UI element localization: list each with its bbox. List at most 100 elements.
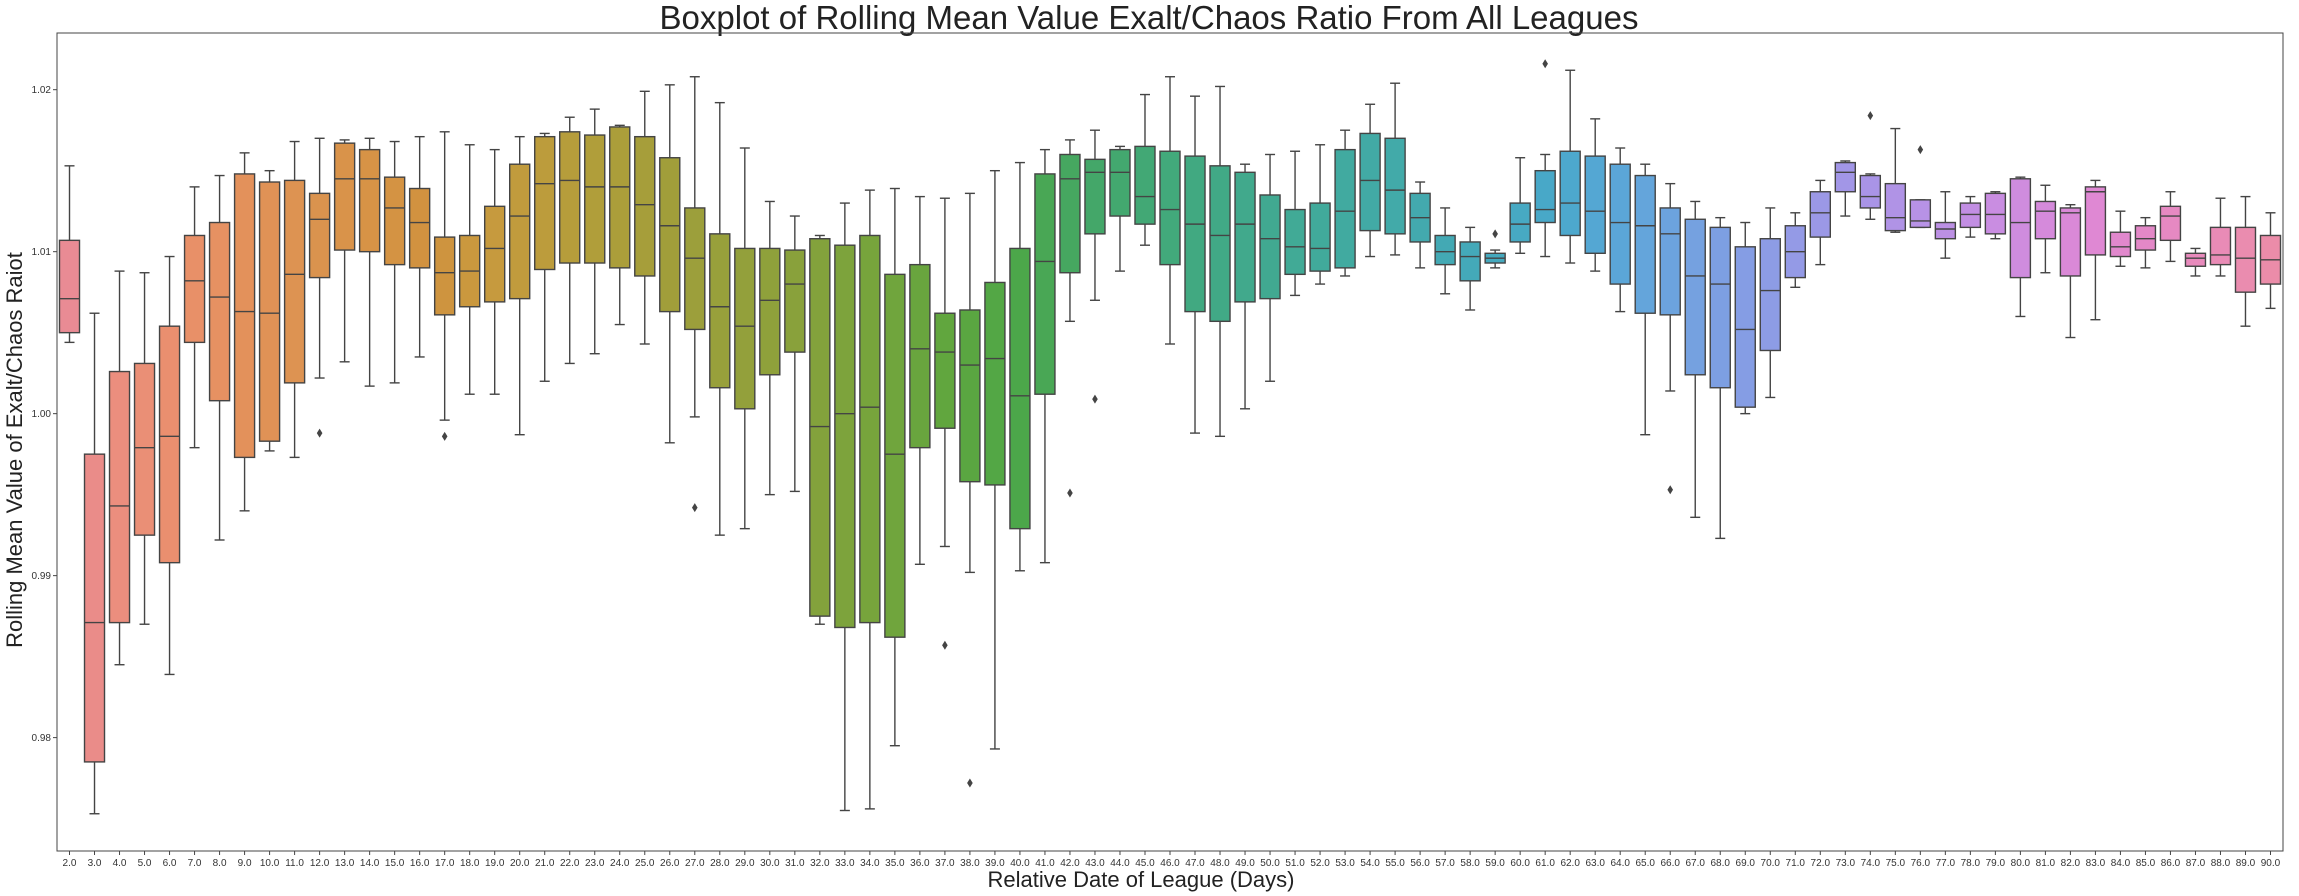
y-axis-label: Rolling Mean Value of Exalt/Chaos Raiot [2,252,27,648]
x-tick-label: 8.0 [213,858,227,869]
box-27.0 [684,76,706,418]
box-8.0 [208,174,231,541]
x-tick-label: 51.0 [1285,858,1305,869]
box-iqr [1584,155,1606,254]
box-58.0 [1459,226,1481,311]
box-32.0 [809,234,831,625]
box-88.0 [2209,197,2232,277]
box-iqr [1659,207,1681,316]
x-tick-label: 71.0 [1786,858,1806,869]
box-10.0 [258,169,281,452]
box-iqr [1909,199,1932,229]
box-iqr [659,157,681,313]
box-iqr [1059,153,1081,274]
box-90.0 [2259,212,2282,310]
outlier-point [1092,394,1098,404]
box-41.0 [1034,148,1056,564]
box-57.0 [1434,207,1456,295]
box-53.0 [1334,129,1356,277]
box-74.0 [1859,173,1882,220]
box-22.0 [559,116,581,365]
box-iqr [158,325,181,564]
box-iqr [133,362,156,536]
box-47.0 [1184,95,1206,434]
x-tick-label: 57.0 [1435,858,1455,869]
box-iqr [1959,202,1982,229]
x-tick-label: 35.0 [885,858,905,869]
outlier-point [1492,229,1498,239]
x-tick-label: 46.0 [1160,858,1180,869]
y-tick-label: 1.02 [32,85,52,96]
box-iqr [1634,174,1656,314]
box-75.0 [1884,127,1907,233]
x-tick-label: 82.0 [2061,858,2081,869]
box-iqr [609,126,631,269]
outlier-point [441,431,448,441]
chart-title: Boxplot of Rolling Mean Value Exalt/Chao… [660,0,1639,36]
x-tick-label: 17.0 [435,858,455,869]
box-iqr [358,148,381,253]
box-iqr [2234,226,2257,293]
box-6.0 [158,255,181,676]
box-iqr [734,247,756,410]
box-iqr [1184,155,1206,313]
box-60.0 [1509,157,1531,254]
box-iqr [1934,221,1957,240]
x-tick-label: 36.0 [910,858,930,869]
x-tick-label: 54.0 [1360,858,1380,869]
box-iqr [809,238,831,617]
box-iqr [2184,252,2207,267]
box-55.0 [1384,82,1406,256]
box-iqr [1034,173,1056,395]
box-iqr [2159,205,2182,242]
box-iqr [509,163,531,300]
box-78.0 [1959,195,1982,238]
box-iqr [208,221,231,402]
box-28.0 [709,101,731,536]
box-54.0 [1359,103,1381,258]
x-tick-label: 56.0 [1410,858,1430,869]
x-tick-label: 38.0 [960,858,980,869]
box-73.0 [1834,160,1857,217]
box-39.0 [984,169,1006,750]
box-48.0 [1209,85,1231,438]
x-tick-label: 81.0 [2036,858,2056,869]
box-iqr [1859,174,1882,209]
x-tick-label: 75.0 [1886,858,1906,869]
x-tick-label: 65.0 [1635,858,1655,869]
box-iqr [233,173,256,459]
x-tick-label: 73.0 [1836,858,1856,869]
box-iqr [333,142,356,251]
x-tick-label: 41.0 [1035,858,1055,869]
x-tick-label: 59.0 [1485,858,1505,869]
box-52.0 [1309,144,1331,285]
box-69.0 [1734,221,1756,415]
x-tick-label: 39.0 [985,858,1005,869]
box-iqr [2109,231,2132,258]
box-iqr [383,176,406,266]
box-iqr [83,453,106,763]
box-43.0 [1084,129,1106,301]
x-tick-label: 29.0 [735,858,755,869]
box-iqr [1759,238,1781,352]
box-64.0 [1609,147,1631,313]
box-21.0 [534,132,556,382]
box-13.0 [333,139,356,363]
box-83.0 [2084,179,2107,321]
box-iqr [909,263,931,449]
x-tick-label: 45.0 [1135,858,1155,869]
box-iqr [984,281,1006,486]
box-iqr [709,233,731,389]
box-26.0 [659,84,681,444]
box-iqr [1234,171,1256,303]
x-tick-label: 86.0 [2161,858,2181,869]
x-tick-label: 11.0 [285,858,304,869]
y-tick-label: 1.01 [32,247,52,258]
box-iqr [1009,247,1031,530]
box-iqr [1559,150,1581,237]
x-tick-label: 69.0 [1736,858,1756,869]
box-24.0 [609,124,631,326]
box-23.0 [584,108,606,355]
x-tick-label: 42.0 [1060,858,1080,869]
